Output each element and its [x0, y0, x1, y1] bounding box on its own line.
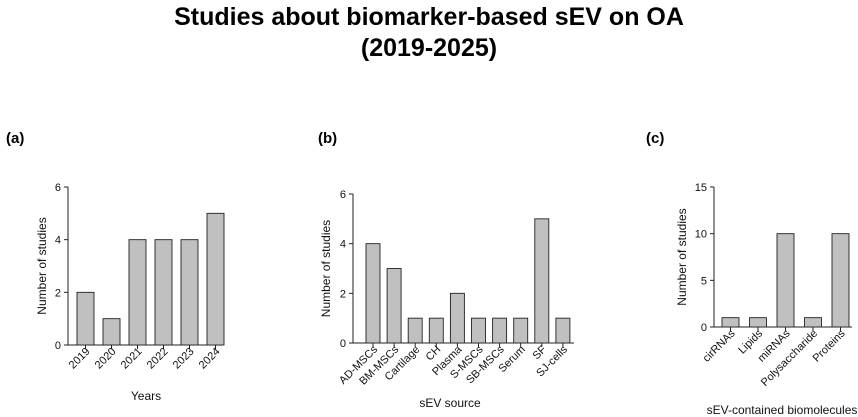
y-tick-label: 2 — [55, 287, 61, 299]
bar-s-mscs — [471, 317, 486, 344]
y-tick-label: 4 — [340, 239, 346, 251]
bar-sf — [534, 218, 550, 344]
bar-polysaccharide — [804, 317, 822, 328]
bar-cartilage — [407, 317, 423, 344]
chart-panel-3: (c)051015cirRNAsLipidsmiRNAsPolysacchari… — [646, 130, 857, 417]
y-axis-label: Number of studies — [35, 217, 49, 314]
y-axis-label: Number of studies — [675, 208, 689, 305]
y-tick-label: 0 — [55, 340, 61, 352]
y-axis-label: Number of studies — [319, 220, 333, 317]
x-axis-label: sEV-contained biomolecules — [707, 403, 858, 417]
y-tick-label: 10 — [695, 229, 707, 241]
panel-letter: (a) — [6, 130, 24, 147]
y-tick-label: 5 — [701, 275, 707, 287]
bar-plasma — [449, 292, 465, 344]
bar-2023 — [180, 239, 199, 346]
x-tick-label: 2024 — [197, 346, 223, 372]
figure-title-line-2: (2019-2025) — [360, 34, 498, 62]
bar-cirrnas — [721, 317, 740, 328]
bar-bm-mscs — [386, 268, 402, 344]
chart-panel-1: (a) 0 2 4 6 2019 2020 2021 2022 2023 2024 Number of… — [6, 130, 225, 403]
bar-sb-mscs — [492, 317, 508, 344]
x-tick-label: 2021 — [119, 346, 145, 372]
bar-2021 — [128, 239, 147, 346]
bar-proteins — [831, 233, 850, 328]
bar-lipids — [749, 317, 767, 328]
bar-sj-cells — [555, 317, 571, 344]
y-tick-label: 0 — [701, 322, 707, 334]
x-tick-label: 2023 — [171, 346, 197, 372]
x-tick-label: 2019 — [67, 346, 93, 372]
x-tick-label: 2022 — [145, 346, 171, 372]
figure-title: Studies about biomarker-based sEV on OA … — [0, 2, 858, 64]
bar-2024 — [206, 212, 225, 346]
y-tick-label: 15 — [695, 182, 707, 194]
bar-2022 — [154, 239, 173, 346]
y-tick-label: 0 — [340, 338, 346, 350]
y-tick-label: 4 — [55, 235, 61, 247]
bar-ch — [428, 317, 444, 344]
x-axis-label: sEV source — [419, 396, 481, 410]
y-tick-label: 6 — [55, 182, 61, 194]
x-tick-label: 2020 — [93, 346, 119, 372]
figure-title-line-1: Studies about biomarker-based sEV on OA — [174, 3, 684, 31]
bar-mirnas — [776, 233, 795, 328]
y-tick-label: 2 — [340, 288, 346, 300]
bar-ad-mscs — [365, 243, 381, 344]
panel-letter: (c) — [646, 130, 664, 147]
bar-serum — [513, 317, 529, 344]
bar-2020 — [102, 318, 121, 346]
bar-2019 — [76, 291, 95, 346]
x-axis-label: Years — [131, 389, 161, 403]
panel-letter: (b) — [318, 130, 337, 147]
y-tick-label: 6 — [340, 189, 346, 201]
